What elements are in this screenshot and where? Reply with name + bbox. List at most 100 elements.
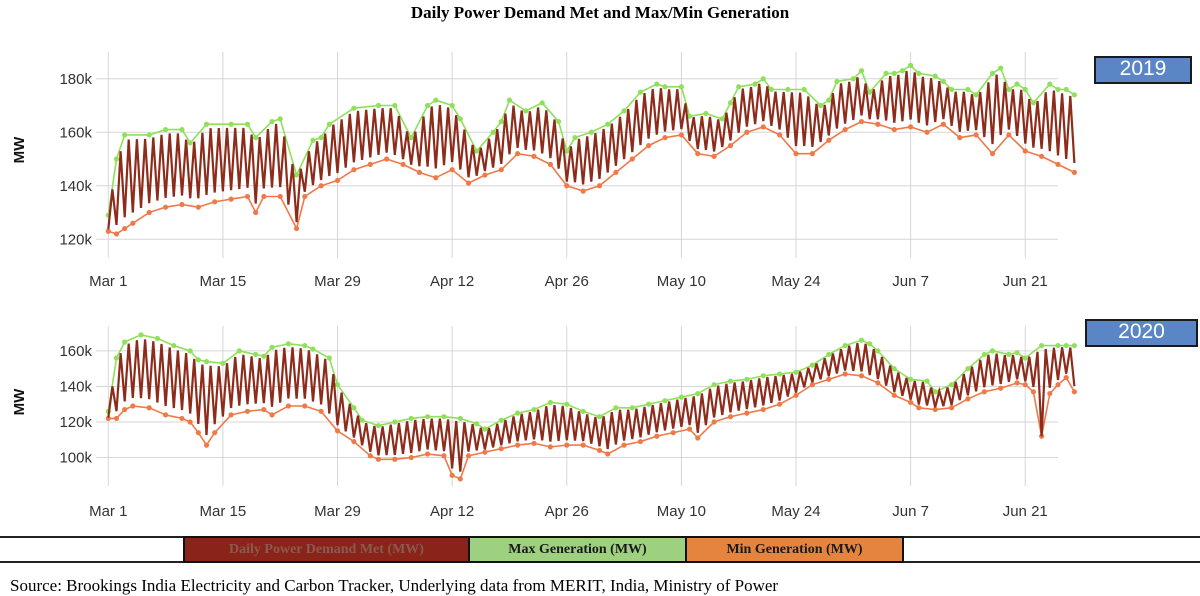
max-generation-point [621,108,627,114]
legend-item-demand: Daily Power Demand Met (MW) [183,536,470,563]
min-generation-point [957,135,963,141]
max-generation-point [678,394,684,400]
max-generation-point [908,376,914,382]
max-generation-point [531,406,537,413]
min-generation-point [187,419,193,425]
min-generation-point [686,426,693,432]
min-generation-point [981,389,987,395]
min-generation-point [891,392,897,398]
max-generation-point [269,344,275,350]
max-generation-point [1055,342,1061,349]
max-generation-point [310,137,316,143]
max-generation-point [1047,81,1053,87]
min-generation-point [162,412,169,418]
min-generation-point [531,153,537,159]
min-generation-point [580,188,586,194]
max-generation-point [809,362,815,368]
y-tick-label: 140k [59,178,92,195]
max-generation-point [1022,355,1028,361]
max-generation-point [686,113,693,119]
max-generation-point [793,369,799,375]
max-generation-point [695,390,701,397]
max-generation-point [908,62,914,68]
max-generation-point [1055,86,1061,93]
max-generation-point [171,342,177,349]
min-generation-point [212,199,218,205]
min-generation-point [375,456,382,462]
y-tick-label: 180k [59,71,92,88]
max-generation-point [269,118,275,125]
max-generation-point [392,419,398,425]
min-generation-point [908,124,914,130]
max-generation-point [261,353,267,359]
min-generation-point [646,143,652,149]
min-generation-point [793,392,799,398]
max-generation-point [441,414,447,420]
min-generation-point [203,442,210,448]
min-generation-point [302,193,308,200]
x-tick-label: May 24 [771,273,820,290]
min-generation-point [989,151,996,157]
min-generation-point [711,419,717,425]
max-generation-point [564,401,570,407]
max-generation-point [113,355,120,361]
max-generation-point [801,86,807,93]
min-generation-point [547,444,553,450]
min-generation-point [908,399,914,406]
max-generation-point [457,415,463,422]
max-generation-point [842,342,848,349]
max-generation-point [867,89,873,95]
min-generation-point [130,403,136,409]
max-generation-point [457,116,463,122]
max-generation-point [588,129,594,135]
min-generation-point [449,472,455,478]
min-generation-point [1063,374,1069,381]
max-generation-point [1022,86,1028,93]
max-generation-point [948,86,955,93]
min-generation-point [261,193,267,200]
min-generation-point [809,382,815,388]
min-generation-point [228,412,234,418]
max-generation-point [515,410,521,416]
y-axis-title: MW [11,388,28,415]
min-generation-point [760,124,766,130]
max-generation-point [359,417,365,423]
min-generation-point [465,180,472,186]
min-generation-point [351,167,357,173]
max-generation-point [523,108,529,114]
min-generation-point [580,442,586,448]
x-tick-label: Mar 15 [200,503,247,520]
min-generation-point [965,396,971,402]
max-generation-point [138,332,144,338]
min-generation-point [449,167,455,173]
max-generation-point [998,65,1004,71]
min-generation-point [105,415,111,422]
min-generation-point [744,129,750,135]
max-generation-point [122,132,128,138]
max-generation-point [711,382,717,388]
max-generation-point [948,382,955,388]
max-generation-point [826,351,832,358]
max-generation-point [777,371,783,377]
min-generation-point [916,405,922,411]
min-generation-point [605,451,611,457]
min-generation-point [482,449,488,455]
min-generation-point [244,193,251,200]
min-generation-point [695,151,701,157]
min-generation-point [547,161,553,167]
min-generation-point [498,167,504,173]
min-generation-point [179,201,185,208]
max-generation-point [736,84,742,90]
max-generation-point [236,348,242,354]
min-generation-point [441,453,447,459]
min-generation-point [162,204,169,210]
max-generation-point [351,405,357,411]
max-generation-point [678,84,684,90]
max-generation-point [965,366,971,372]
y-tick-label: 160k [59,124,92,141]
min-generation-point [531,440,537,446]
x-tick-label: Jun 7 [892,273,929,290]
min-generation-point [760,406,766,413]
x-tick-label: Mar 29 [314,503,361,520]
max-generation-point [122,339,128,345]
